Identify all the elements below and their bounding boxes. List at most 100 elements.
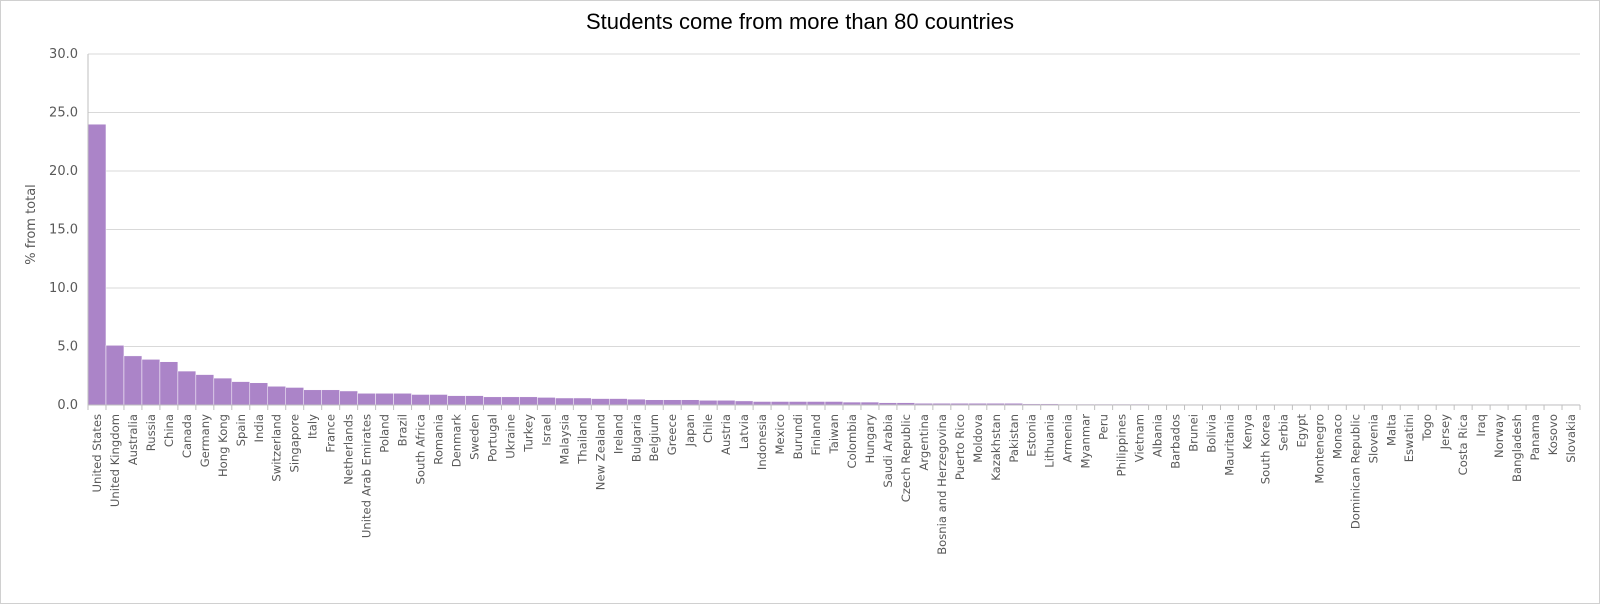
x-tick-label: Monaco [1330,414,1344,459]
x-tick-label: Peru [1097,414,1111,440]
x-tick-label: Norway [1492,414,1506,458]
bar [627,398,646,406]
bar [465,395,484,406]
x-tick-label: Bulgaria [629,414,643,462]
bar [159,361,179,406]
x-tick-label: Chile [701,414,715,443]
bar [609,398,628,406]
x-tick-label: Germany [198,414,212,467]
x-tick-label: Turkey [521,414,535,453]
bar [105,345,125,406]
x-tick-label: Romania [432,414,446,465]
bar [483,396,502,406]
x-tick-label: Slovenia [1366,414,1380,463]
y-tick-label: 15.0 [49,223,78,238]
x-tick-label: Iraq [1474,414,1488,437]
x-tick-label: Serbia [1276,414,1290,451]
x-tick-label: Kazakhstan [989,414,1003,481]
x-tick-label: Thailand [575,414,589,465]
x-tick-label: South Africa [414,414,428,484]
bar [788,401,808,406]
bar [519,396,538,406]
x-tick-label: Singapore [288,414,302,473]
bar [734,400,754,406]
bar [716,400,736,406]
x-tick-label: Russia [144,414,158,451]
bar [645,399,664,406]
x-tick-label: India [252,414,266,442]
x-tick-label: Brunei [1187,414,1201,452]
x-tick-label: Czech Republic [899,414,913,502]
x-tick-label: Israel [539,414,553,446]
bar [429,394,448,406]
x-tick-label: Lithuania [1043,414,1057,468]
bar [555,397,574,406]
x-tick-label: Togo [1420,414,1434,442]
bar [501,396,520,406]
x-tick-label: Albania [1151,414,1165,457]
bar [195,374,215,406]
bar [249,382,269,406]
x-tick-label: United Arab Emirates [360,414,374,538]
x-tick-label: Taiwan [827,414,841,454]
y-axis-title: % from total [24,184,39,265]
x-tick-label: Hungary [863,414,877,464]
bar [806,401,826,406]
x-tick-label: Egypt [1294,414,1308,448]
x-tick-label: Dominican Republic [1348,414,1362,529]
bar [573,397,592,406]
x-tick-label: Eswatini [1402,414,1416,462]
x-tick-label: Ireland [611,414,625,454]
bar [752,401,772,406]
x-tick-label: Malta [1384,414,1398,446]
y-tick-label: 20.0 [49,164,78,179]
bars [87,123,1581,406]
bar [698,400,718,406]
bar [285,387,304,406]
x-tick-label: Switzerland [270,414,284,482]
x-tick-label: Panama [1528,414,1542,460]
bar [537,397,556,406]
x-tick-label: Barbados [1169,414,1183,469]
x-tick-label: Mauritania [1222,414,1236,476]
bar [321,389,340,406]
bar [680,399,700,406]
x-tick-label: Denmark [450,414,464,468]
x-tick-label: Slovakia [1564,414,1578,463]
x-tick-label: Brazil [396,414,410,446]
x-tick-label: Sweden [467,414,481,460]
x-tick-label: Malaysia [557,414,571,465]
x-tick-label: Montenegro [1312,414,1326,484]
x-tick-label: Myanmar [1079,414,1093,469]
x-tick-label: Puerto Rico [953,414,967,480]
bar [177,370,197,406]
x-tick-label: Kosovo [1546,414,1560,455]
x-tick-label: Jersey [1438,414,1452,450]
x-tick-label: Moldova [971,414,985,463]
y-tick-label: 30.0 [49,47,78,62]
bar [411,394,430,406]
bar [87,123,107,406]
x-tick-label: Colombia [845,414,859,468]
bar [123,355,143,406]
x-tick-label: Mexico [773,414,787,454]
x-tick-label: Costa Rica [1456,414,1470,475]
y-tick-label: 10.0 [49,281,78,296]
x-tick-label: Burundi [791,414,805,459]
bar [447,395,466,406]
bar [141,359,161,406]
x-tick-label: Armenia [1061,414,1075,463]
axes [87,54,1581,410]
bar [357,393,376,406]
x-tick-label: Canada [180,414,194,458]
bar [824,401,844,406]
x-tick-label: Bolivia [1204,414,1218,453]
bar [339,390,358,406]
x-tick-label: Greece [665,414,679,455]
x-tick-label: Indonesia [755,414,769,470]
y-tick-label: 0.0 [57,398,78,413]
x-tick-label: Portugal [485,414,499,462]
x-tick-label: Philippines [1115,414,1129,476]
x-tick-label: Kenya [1240,414,1254,449]
